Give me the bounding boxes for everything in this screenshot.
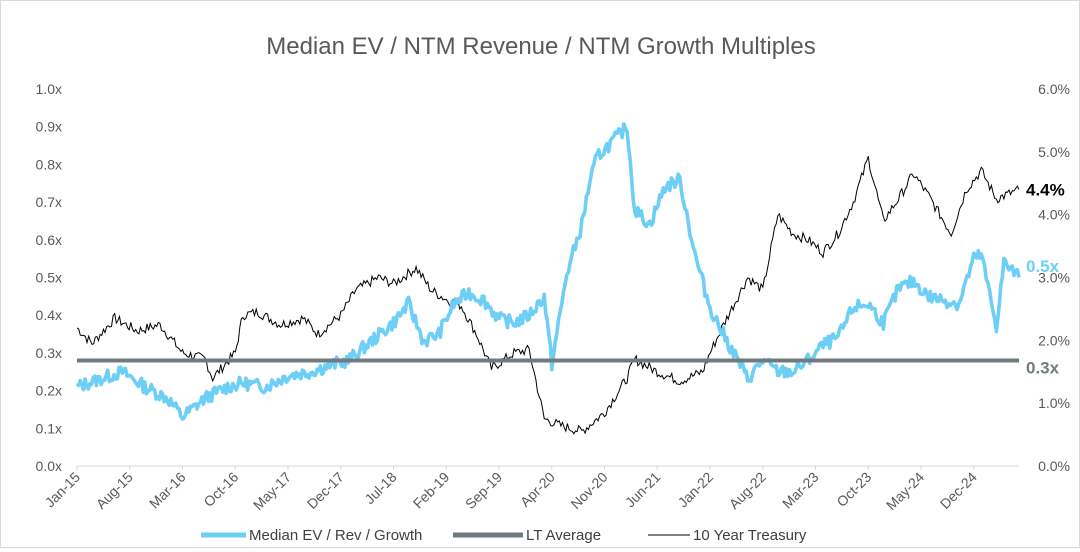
- legend: Median EV / Rev / Growth LT Average 10 Yea…: [201, 527, 807, 544]
- x-tick-label: Aug-15: [93, 469, 136, 512]
- series-line-median-ev-rev-growth: [75, 122, 1021, 421]
- x-tick-label: Jun-21: [622, 469, 664, 511]
- y-right-tick-label: 1.0%: [1038, 395, 1070, 411]
- x-tick-label: Aug-22: [726, 469, 769, 512]
- axes: 0.0x 0.1x 0.2x 0.3x 0.4x 0.5x 0.6x 0.7x 0.8x 0.9x…: [36, 81, 1070, 513]
- y-left-tick-label: 0.7x: [36, 194, 62, 210]
- end-label-lt-average: 0.3x: [1026, 358, 1060, 377]
- y-left-tick-label: 0.9x: [36, 119, 62, 135]
- x-tick-label: Dec-24: [937, 469, 980, 512]
- x-tick-label: Oct-16: [200, 469, 241, 510]
- x-tick-label: Jul-18: [361, 469, 399, 507]
- y-right-tick-label: 4.0%: [1038, 207, 1070, 223]
- y-left-tick-label: 0.0x: [36, 458, 62, 474]
- y-right-tick-label: 6.0%: [1038, 81, 1070, 97]
- y-right-tick-label: 0.0%: [1038, 458, 1070, 474]
- x-tick-label: Jan-15: [42, 469, 84, 511]
- y-left-tick-label: 0.3x: [36, 345, 62, 361]
- x-tick-label: Apr-20: [517, 469, 558, 510]
- x-tick-label: Nov-20: [567, 469, 610, 512]
- y-right-tick-label: 3.0%: [1038, 270, 1070, 286]
- x-tick-label: Feb-19: [410, 469, 453, 512]
- x-tick-label: Dec-17: [304, 469, 347, 512]
- end-labels: 4.4% 0.5x 0.3x: [1026, 181, 1065, 378]
- y-left-tick-label: 0.1x: [36, 420, 62, 436]
- x-tick-label: May-17: [250, 469, 294, 513]
- x-tick-label: Jan-22: [675, 469, 717, 511]
- y-left-tick-label: 0.2x: [36, 383, 62, 399]
- legend-label-10-year-treasury: 10 Year Treasury: [693, 527, 807, 544]
- chart-title: Median EV / NTM Revenue / NTM Growth Mul…: [266, 33, 816, 60]
- end-label-treasury: 4.4%: [1026, 181, 1065, 200]
- y-left-tick-label: 1.0x: [36, 81, 62, 97]
- y-left-tick-label: 0.5x: [36, 270, 62, 286]
- series-layer: [75, 122, 1021, 435]
- series-line-10-year-treasury: [76, 155, 1020, 435]
- legend-label-median-ev-rev-growth: Median EV / Rev / Growth: [249, 527, 422, 544]
- y-right-tick-label: 2.0%: [1038, 332, 1070, 348]
- x-tick-label: Sep-19: [462, 469, 505, 512]
- end-label-multiple: 0.5x: [1026, 257, 1060, 276]
- x-tick-label: Mar-23: [779, 469, 822, 512]
- x-tick-label: May-24: [883, 469, 927, 513]
- y-right-tick-label: 5.0%: [1038, 144, 1070, 160]
- y-left-tick-label: 0.8x: [36, 156, 62, 172]
- x-tick-label: Mar-16: [146, 469, 189, 512]
- y-left-tick-label: 0.6x: [36, 232, 62, 248]
- legend-label-lt-average: LT Average: [526, 527, 601, 544]
- x-tick-label: Oct-23: [833, 469, 874, 510]
- y-left-tick-label: 0.4x: [36, 307, 62, 323]
